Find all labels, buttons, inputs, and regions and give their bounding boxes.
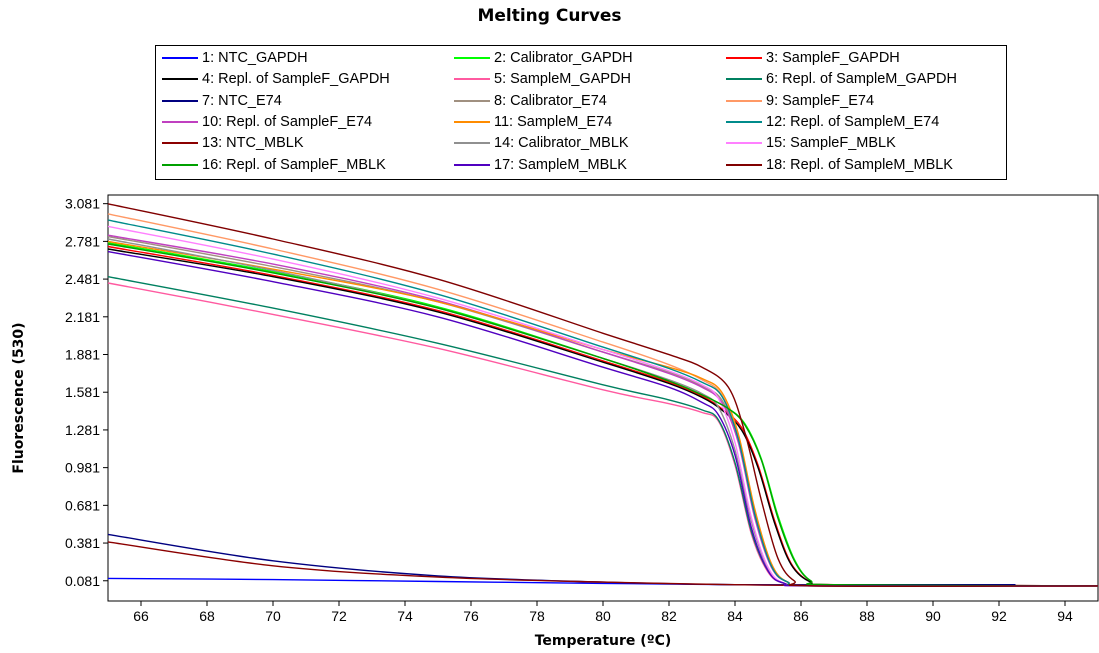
legend-swatch (162, 120, 198, 123)
legend-label: 12: Repl. of SampleM_E74 (766, 113, 940, 130)
legend-label: 17: SampleM_MBLK (494, 156, 627, 173)
legend-label: 7: NTC_E74 (202, 92, 282, 109)
legend-swatch (454, 163, 490, 166)
legend-label: 9: SampleF_E74 (766, 92, 875, 109)
legend-item: 4: Repl. of SampleF_GAPDH (162, 70, 390, 88)
plot-area (107, 194, 1099, 602)
legend-label: 2: Calibrator_GAPDH (494, 50, 633, 66)
series-lines (107, 203, 1099, 587)
legend-swatch (454, 99, 490, 102)
legend-item: 8: Calibrator_E74 (454, 92, 607, 110)
x-tick-label: 84 (727, 608, 743, 624)
legend-swatch (726, 163, 762, 166)
y-tick-label: 0.681 (65, 497, 100, 513)
legend-label: 8: Calibrator_E74 (494, 92, 607, 109)
y-tick-label: 2.781 (65, 233, 100, 249)
x-axis: 66 68 70 72 74 76 78 80 82 84 86 88 90 92 94 (133, 601, 1073, 624)
legend-label: 14: Calibrator_MBLK (494, 135, 629, 152)
legend-swatch (454, 120, 490, 123)
y-axis-title: Fluorescence (530) (11, 322, 27, 473)
legend-label: 15: SampleF_MBLK (766, 135, 896, 152)
legend-label: 11: SampleM_E74 (494, 113, 613, 130)
legend-swatch (162, 142, 198, 145)
legend-item: 17: SampleM_MBLK (454, 156, 627, 174)
legend-label: 3: SampleF_GAPDH (766, 50, 900, 66)
legend-item: 14: Calibrator_MBLK (454, 134, 629, 152)
legend-label: 13: NTC_MBLK (202, 135, 304, 152)
legend-item: 18: Repl. of SampleM_MBLK (726, 156, 953, 174)
legend-item: 9: SampleF_E74 (726, 92, 874, 110)
legend-item: 2: Calibrator_GAPDH (454, 49, 633, 67)
x-tick-label: 90 (925, 608, 941, 624)
legend-item: 1: NTC_GAPDH (162, 49, 308, 67)
legend-item: 7: NTC_E74 (162, 92, 282, 110)
chart-title: Melting Curves (477, 6, 622, 26)
legend-swatch (162, 78, 198, 81)
legend-item: 10: Repl. of SampleF_E74 (162, 113, 372, 131)
x-tick-label: 94 (1057, 608, 1073, 624)
x-tick-label: 92 (991, 608, 1007, 624)
y-axis: 0.081 0.381 0.681 0.981 1.281 1.581 1.881 2.181… (65, 196, 108, 589)
legend-swatch (454, 78, 490, 81)
series-line (107, 243, 1099, 587)
legend-label: 18: Repl. of SampleM_MBLK (766, 156, 953, 173)
x-tick-label: 76 (463, 608, 479, 624)
y-tick-label: 0.981 (65, 460, 100, 476)
legend-item: 15: SampleF_MBLK (726, 134, 896, 152)
x-tick-label: 88 (859, 608, 875, 624)
series-line (107, 203, 1099, 587)
legend-swatch (162, 57, 198, 59)
legend-item: 5: SampleM_GAPDH (454, 70, 631, 88)
legend-item: 11: SampleM_E74 (454, 113, 612, 131)
x-axis-title: Temperature (ºC) (535, 633, 672, 649)
legend-item: 3: SampleF_GAPDH (726, 49, 900, 67)
y-tick-label: 2.481 (65, 271, 100, 287)
legend-swatch (726, 142, 762, 145)
x-tick-label: 72 (331, 608, 347, 624)
x-tick-label: 74 (397, 608, 413, 624)
legend-item: 13: NTC_MBLK (162, 134, 304, 152)
y-tick-label: 0.381 (65, 535, 100, 551)
y-tick-label: 0.081 (65, 573, 100, 589)
legend: 1: NTC_GAPDH 2: Calibrator_GAPDH 3: Sample… (155, 45, 1007, 180)
x-tick-label: 86 (793, 608, 809, 624)
legend-label: 1: NTC_GAPDH (202, 50, 308, 66)
legend-swatch (726, 78, 762, 81)
x-tick-label: 82 (661, 608, 677, 624)
legend-item: 6: Repl. of SampleM_GAPDH (726, 70, 957, 88)
x-tick-label: 66 (133, 608, 149, 624)
y-tick-label: 1.881 (65, 347, 100, 363)
legend-swatch (454, 142, 490, 145)
y-tick-label: 2.181 (65, 309, 100, 325)
legend-label: 16: Repl. of SampleF_MBLK (202, 156, 386, 173)
y-tick-label: 1.281 (65, 422, 100, 438)
y-tick-label: 1.581 (65, 384, 100, 400)
legend-item: 12: Repl. of SampleM_E74 (726, 113, 939, 131)
x-tick-label: 80 (595, 608, 611, 624)
x-tick-label: 68 (199, 608, 215, 624)
legend-swatch (726, 120, 762, 123)
legend-swatch (162, 163, 198, 166)
legend-label: 5: SampleM_GAPDH (494, 71, 631, 88)
legend-swatch (726, 57, 762, 59)
legend-label: 4: Repl. of SampleF_GAPDH (202, 71, 390, 88)
legend-label: 6: Repl. of SampleM_GAPDH (766, 71, 957, 88)
legend-swatch (454, 57, 490, 59)
legend-item: 16: Repl. of SampleF_MBLK (162, 156, 386, 174)
y-tick-label: 3.081 (65, 196, 100, 212)
legend-swatch (162, 99, 198, 102)
legend-label: 10: Repl. of SampleF_E74 (202, 113, 373, 130)
legend-swatch (726, 99, 762, 102)
x-tick-label: 78 (529, 608, 545, 624)
x-tick-label: 70 (265, 608, 281, 624)
series-line (107, 250, 1099, 587)
